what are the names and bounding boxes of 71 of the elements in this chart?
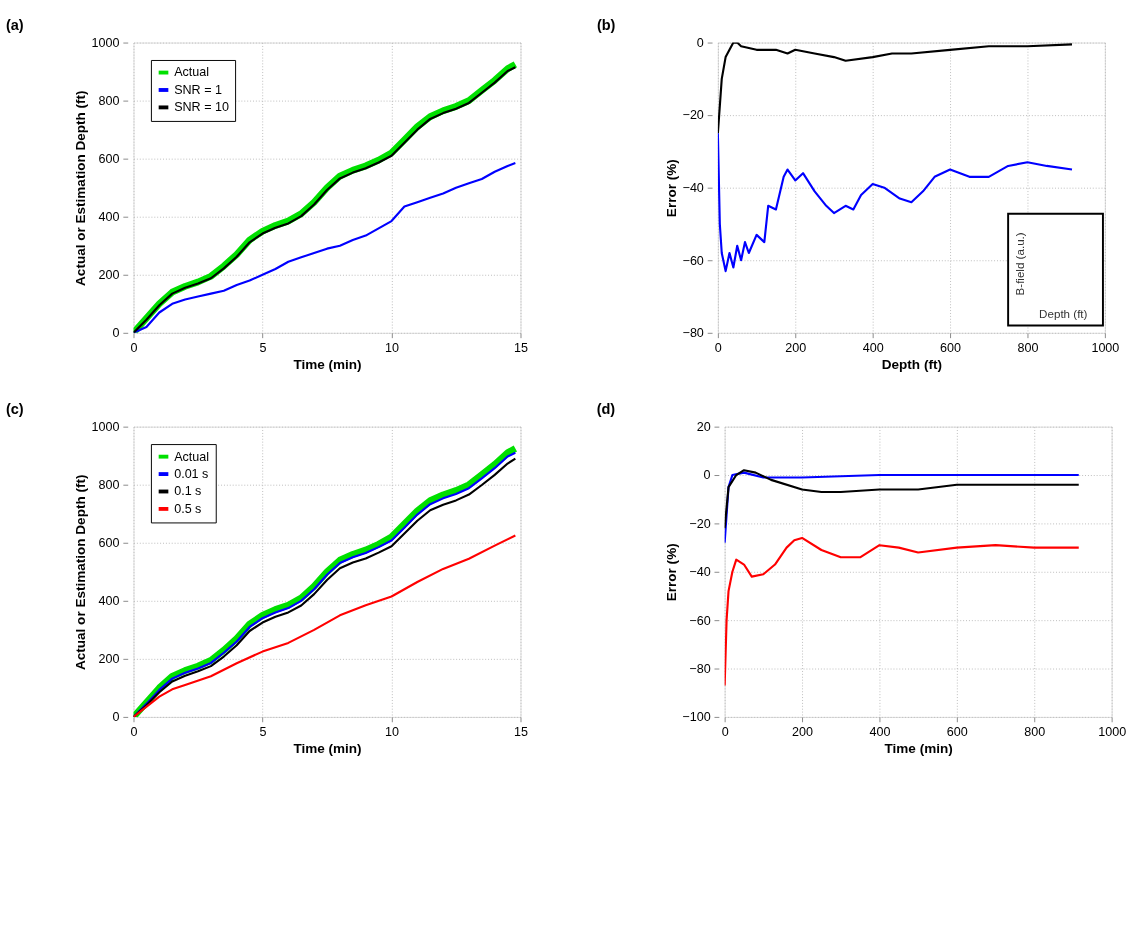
x-tick-label: 1000 (1091, 340, 1120, 355)
y-tick-label: 1000 (91, 35, 120, 50)
legend-label: 0.01 s (174, 466, 209, 481)
y-tick-label: −60 (682, 253, 704, 268)
y-tick-label: 0 (696, 35, 704, 50)
x-tick-label: 15 (514, 340, 528, 355)
x-tick-label: 600 (946, 724, 968, 739)
x-tick-label: 0 (714, 340, 722, 355)
y-tick-label: −80 (689, 661, 711, 676)
x-tick-label: 800 (1024, 724, 1046, 739)
y-tick-label: −60 (689, 613, 711, 628)
legend-label: Actual (174, 449, 210, 464)
y-tick-label: 400 (98, 210, 120, 225)
y-tick-label: 20 (696, 420, 711, 435)
y-tick-label: 600 (98, 152, 120, 167)
y-tick-label: 0 (112, 710, 120, 725)
x-tick-label: 0 (130, 340, 138, 355)
line-series (717, 42, 1074, 135)
x-axis-title: Time (min) (293, 357, 362, 373)
y-tick-label: 800 (98, 478, 120, 493)
y-tick-label: 0 (703, 468, 711, 483)
text: (a) (5, 16, 24, 33)
x-tick-label: 200 (792, 724, 814, 739)
x-tick-label: 5 (259, 724, 267, 739)
chart-title: (b) (596, 16, 616, 33)
y-tick-label: 200 (98, 268, 120, 283)
line-series (133, 534, 517, 717)
legend-label: SNR = 1 (174, 82, 222, 97)
x-tick-label: 10 (385, 340, 399, 355)
line-series (133, 161, 517, 333)
line-series (724, 469, 1080, 530)
y-tick-label: 600 (98, 536, 120, 551)
y-axis-title: Error (%) (663, 159, 679, 218)
x-tick-label: 800 (1017, 340, 1039, 355)
y-tick-label: 800 (98, 93, 120, 108)
x-axis-title: Depth (ft) (881, 357, 942, 373)
annotation: B-field (a.u.) (1012, 232, 1026, 296)
x-tick-label: 15 (514, 724, 528, 739)
y-tick-label: −40 (682, 181, 704, 196)
y-tick-label: −40 (689, 565, 711, 580)
text: (c) (5, 401, 24, 418)
text: (d) (596, 401, 616, 418)
y-tick-label: 1000 (91, 420, 120, 435)
y-axis-title: Actual or Estimation Depth (ft) (72, 474, 88, 670)
x-tick-label: 600 (940, 340, 962, 355)
line-series (724, 536, 1080, 687)
x-tick-label: 1000 (1098, 724, 1127, 739)
y-tick-label: 200 (98, 652, 120, 667)
legend-label: Actual (174, 65, 210, 80)
x-tick-label: 200 (785, 340, 807, 355)
x-axis-title: Time (min) (293, 741, 362, 757)
y-axis-title: Error (%) (663, 543, 679, 602)
line-series (724, 471, 1080, 544)
legend-label: 0.5 s (174, 501, 202, 516)
y-tick-label: −80 (682, 326, 704, 341)
x-axis-title: Time (min) (884, 741, 953, 757)
y-tick-label: −20 (689, 516, 711, 531)
x-tick-label: 0 (130, 724, 138, 739)
x-tick-label: 400 (862, 340, 884, 355)
y-axis-title: Actual or Estimation Depth (ft) (72, 90, 88, 286)
x-tick-label: 400 (869, 724, 891, 739)
legend-label: 0.1 s (174, 484, 202, 499)
legend-label: SNR = 10 (174, 100, 229, 115)
y-tick-label: −20 (682, 108, 704, 123)
x-tick-label: 10 (385, 724, 399, 739)
y-tick-label: 400 (98, 594, 120, 609)
x-tick-label: 0 (721, 724, 729, 739)
annotation: Depth (ft) (1039, 306, 1088, 320)
y-tick-label: 0 (112, 326, 120, 341)
x-tick-label: 5 (259, 340, 267, 355)
y-tick-label: −100 (682, 710, 711, 725)
